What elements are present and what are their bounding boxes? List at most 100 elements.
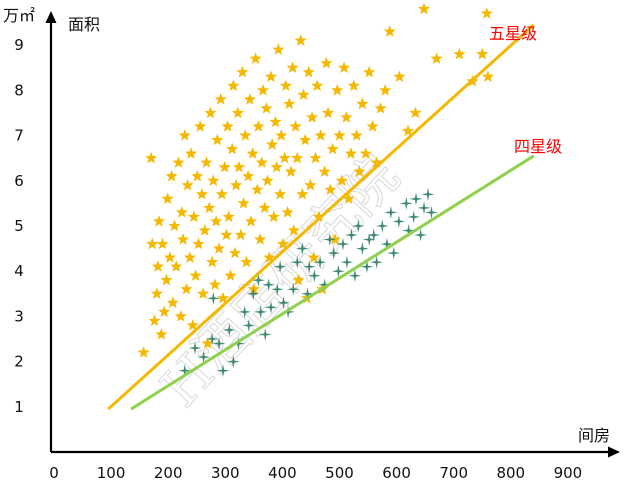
five-star-point — [215, 187, 228, 200]
five-star-point — [175, 206, 188, 218]
five-star-point — [183, 251, 196, 263]
four-star-trend-line — [130, 154, 535, 411]
four-star-point — [421, 187, 435, 201]
five-star-point — [244, 215, 258, 227]
four-star-point — [392, 214, 406, 228]
five-star-point — [203, 201, 216, 214]
four-star-point — [254, 305, 268, 319]
axes — [45, 11, 620, 458]
five-star-point — [178, 129, 191, 141]
five-star-point — [172, 156, 185, 168]
five-star-series-label: 五星级 — [489, 24, 537, 43]
four-star-point — [344, 228, 358, 242]
five-star-point — [181, 178, 194, 191]
five-star-point — [218, 160, 231, 173]
five-star-point — [278, 151, 291, 164]
four-star-point — [242, 318, 256, 332]
five-star-point — [481, 70, 495, 83]
five-star-point — [279, 79, 292, 92]
four-star-point — [417, 201, 431, 215]
y-tick-label: 3 — [14, 307, 24, 325]
four-star-point — [384, 205, 398, 219]
four-star-point — [336, 237, 350, 251]
four-star-point — [362, 233, 376, 247]
four-star-point — [277, 296, 291, 310]
four-star-point — [258, 327, 272, 341]
four-star-point — [238, 305, 252, 319]
four-star-point — [402, 224, 416, 238]
five-star-point — [216, 291, 230, 304]
five-star-point — [168, 219, 181, 232]
four-star-point — [302, 260, 316, 274]
five-star-point — [221, 120, 234, 132]
x-tick-label: 200 — [154, 464, 183, 482]
x-tick-label: 400 — [268, 464, 297, 482]
five-star-point — [270, 160, 283, 173]
four-star-point — [264, 300, 278, 314]
y-axis-arrow-icon — [45, 11, 57, 23]
five-star-point — [227, 79, 240, 92]
five-star-point — [476, 47, 489, 60]
five-star-point — [152, 215, 166, 227]
y-tick-label: 7 — [14, 127, 24, 145]
five-star-point — [311, 79, 324, 92]
five-star-point — [409, 106, 422, 119]
five-star-point — [356, 97, 369, 110]
five-star-point — [239, 129, 252, 141]
five-star-point — [264, 70, 278, 83]
four-star-point — [424, 205, 438, 219]
x-axis-title: 间房 — [578, 426, 610, 445]
five-star-point — [344, 147, 358, 159]
four-star-point — [331, 264, 345, 278]
x-tick-label: 600 — [382, 464, 411, 482]
x-tick-label: 100 — [97, 464, 126, 482]
five-star-point — [281, 206, 294, 218]
four-star-point — [290, 255, 304, 269]
four-star-point — [273, 260, 287, 274]
five-star-point — [275, 129, 288, 141]
four-star-point — [407, 210, 421, 224]
five-star-point — [374, 102, 387, 114]
five-star-point — [291, 151, 304, 164]
five-star-point — [453, 47, 466, 60]
five-star-point — [234, 228, 247, 241]
four-star-point — [251, 273, 265, 287]
four-star-point — [351, 219, 365, 233]
five-star-point — [255, 156, 268, 168]
five-star-point — [174, 310, 187, 322]
five-star-point — [314, 129, 327, 141]
x-tick-label: 800 — [496, 464, 525, 482]
five-star-point — [335, 174, 348, 186]
four-star-point — [188, 341, 202, 355]
five-star-point — [258, 201, 271, 214]
five-star-point — [214, 93, 227, 105]
four-star-point — [414, 228, 428, 242]
five-star-point — [170, 260, 183, 272]
four-star-point — [262, 278, 276, 292]
four-star-point — [307, 269, 321, 283]
five-star-points — [137, 2, 495, 358]
five-star-point — [370, 156, 383, 168]
four-star-point — [197, 350, 211, 364]
five-star-point — [232, 160, 246, 173]
five-star-point — [166, 296, 179, 309]
five-star-point — [206, 255, 219, 268]
four-star-point — [226, 355, 240, 369]
five-star-point — [304, 178, 317, 191]
five-star-point — [331, 84, 344, 96]
x-tick-label: 900 — [554, 464, 583, 482]
x-tick-label: 300 — [211, 464, 240, 482]
five-star-point — [417, 2, 431, 15]
five-star-point — [211, 133, 224, 146]
five-star-point — [294, 34, 307, 46]
five-star-point — [240, 255, 253, 268]
x-tick-label: 500 — [325, 464, 354, 482]
five-star-point — [326, 142, 339, 155]
four-star-points — [178, 187, 438, 378]
five-star-point — [347, 79, 360, 92]
five-star-point — [231, 106, 244, 119]
five-star-point — [196, 287, 210, 299]
five-star-point — [220, 228, 233, 241]
x-tick-label: 0 — [49, 464, 59, 482]
four-star-point — [327, 246, 341, 260]
